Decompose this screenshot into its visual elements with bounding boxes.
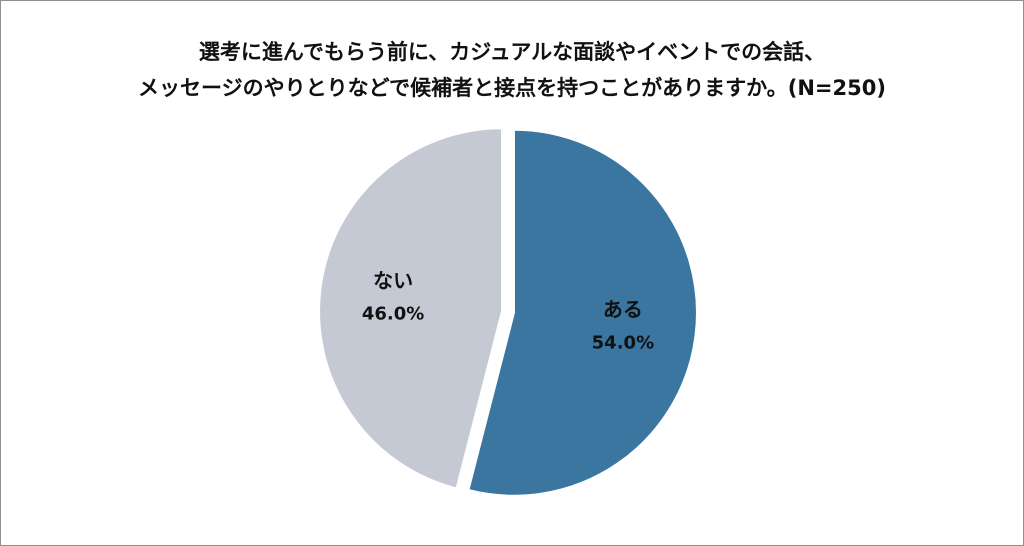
slice-name-label: ある bbox=[603, 298, 643, 322]
slice-name-label: ない bbox=[373, 268, 413, 292]
pie-slice-no bbox=[318, 127, 504, 490]
chart-title-line-1: 選考に進んでもらう前に、カジュアルな面談やイベントでの会話、 bbox=[198, 40, 826, 64]
slice-percent-label: 54.0% bbox=[592, 333, 654, 354]
chart-title-line-2: メッセージのやりとりなどで候補者と接点を持つことがありますか。(N=250) bbox=[138, 76, 886, 100]
slice-percent-label: 46.0% bbox=[362, 303, 424, 324]
pie-slice-yes bbox=[467, 128, 698, 497]
